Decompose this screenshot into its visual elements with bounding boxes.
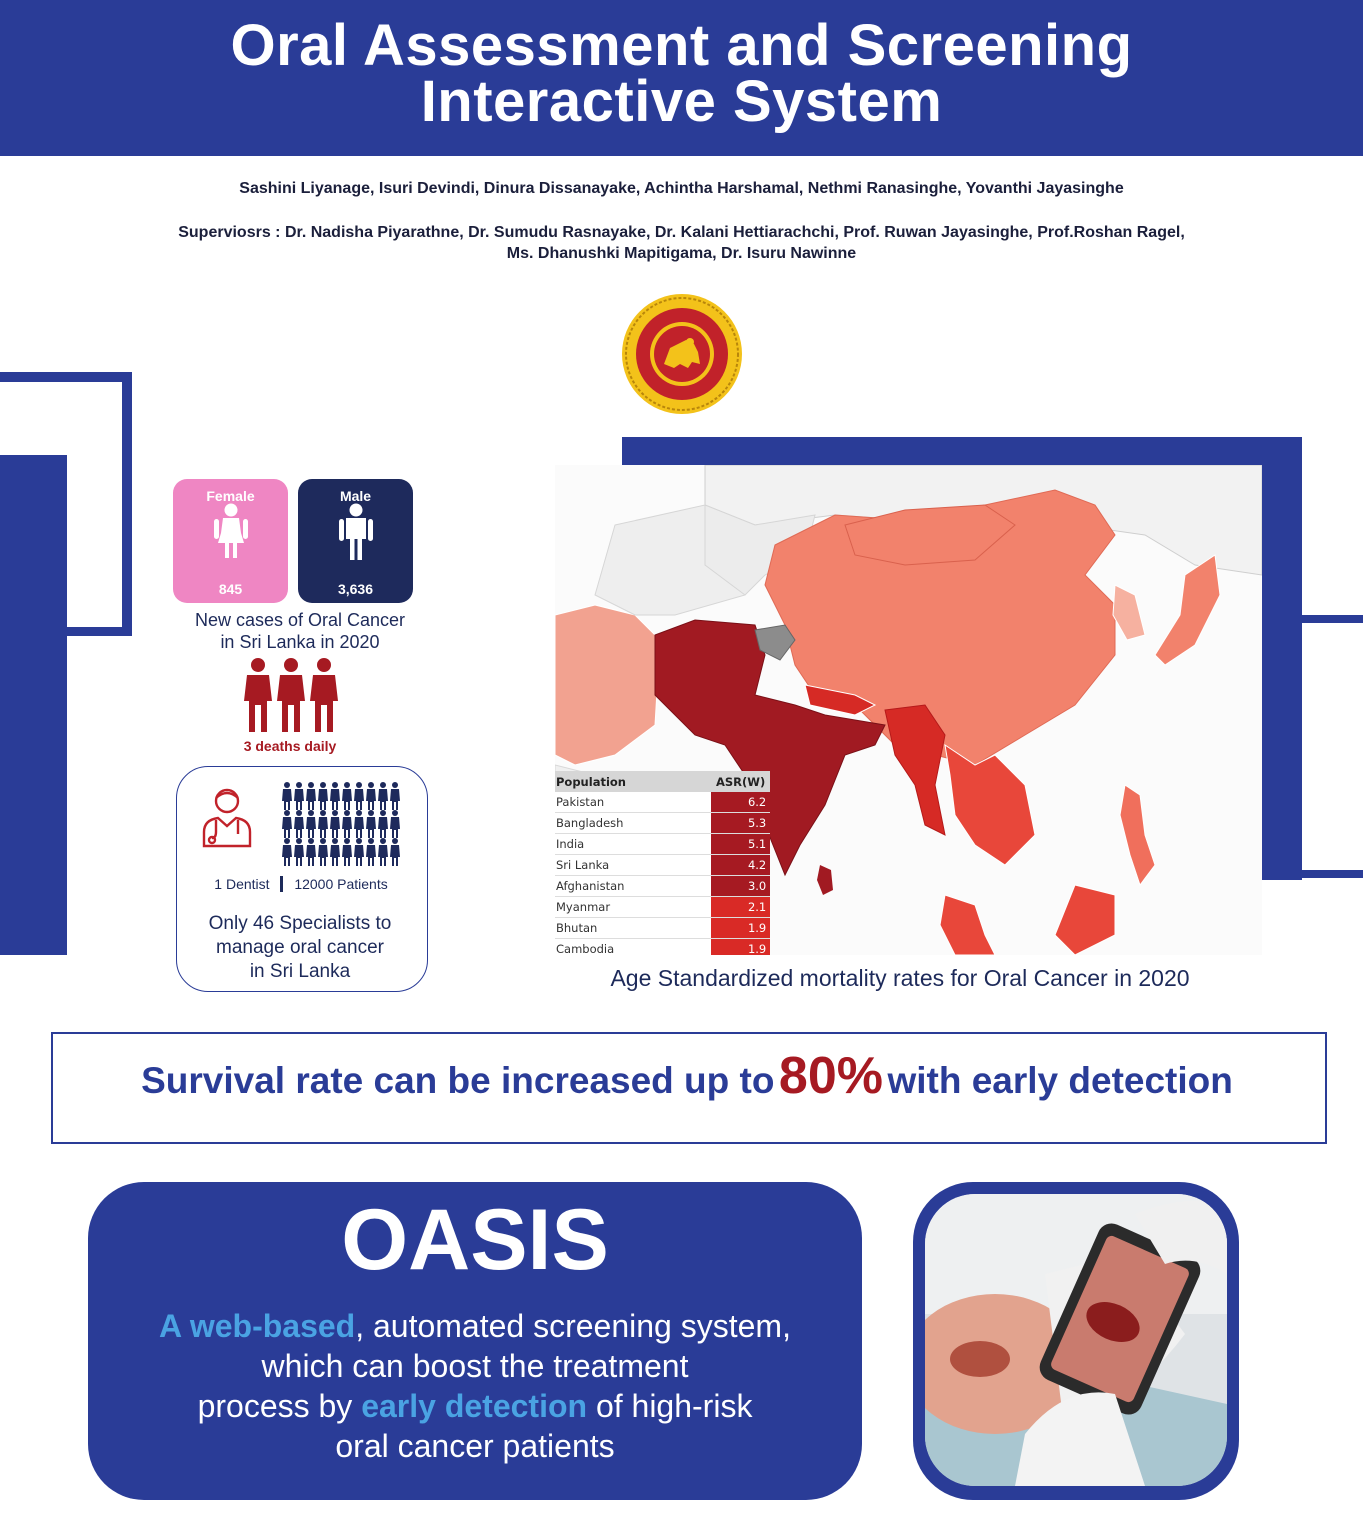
asr-table-row: Cambodia 1.9 (555, 938, 771, 955)
male-label: Male (339, 488, 372, 504)
patient-count: 12000 Patients (294, 876, 388, 892)
asr-table-row: Pakistan 6.2 (555, 792, 771, 813)
female-count: 845 (218, 581, 243, 597)
female-label: Female (206, 488, 255, 504)
asr-table-row: Bhutan 1.9 (555, 917, 771, 939)
oasis-highlight-2: early detection (361, 1388, 588, 1424)
oasis-line-1: A web-based, automated screening system, (100, 1306, 850, 1346)
new-cases-line-1: New cases of Oral Cancer (194, 610, 406, 630)
new-cases-line-2: in Sri Lanka in 2020 (220, 632, 380, 652)
asr-table-row: Afghanistan 3.0 (555, 875, 771, 897)
asr-country: Myanmar (555, 896, 711, 918)
page-title: Oral Assessment and Screening Interactiv… (0, 13, 1363, 134)
patients-crowd-icon (282, 782, 400, 866)
female-stat-card: Female 845 (173, 479, 288, 603)
map-caption: Age Standardized mortality rates for Ora… (610, 965, 1190, 991)
female-icon (214, 503, 248, 558)
asr-table-row: Bangladesh 5.3 (555, 812, 771, 834)
deco-map-frame-right (1262, 437, 1302, 880)
new-cases-caption: New cases of Oral Cancer in Sri Lanka in… (170, 609, 430, 653)
oasis-text-3: process by (197, 1388, 353, 1424)
dentist-count: 1 Dentist (214, 876, 270, 892)
survival-text: Survival rate can be increased up to 80%… (51, 1046, 1323, 1106)
oasis-text-4: of high-risk (595, 1388, 753, 1424)
oasis-line-2: which can boost the treatment (261, 1348, 689, 1384)
asr-value: 3.0 (711, 875, 771, 897)
asr-value: 4.2 (711, 854, 771, 876)
deco-frame-right (122, 372, 132, 636)
deco-right-bottom (1300, 870, 1363, 878)
survival-before: Survival rate can be increased up to (141, 1060, 775, 1101)
asr-value: 1.9 (711, 938, 771, 955)
asr-value: 2.1 (711, 896, 771, 918)
oasis-title: OASIS (341, 1192, 609, 1288)
asr-country: Sri Lanka (555, 854, 711, 876)
asr-value: 5.1 (711, 833, 771, 855)
male-count: 3,636 (337, 581, 374, 597)
deco-frame-top (0, 372, 132, 382)
asr-value: 1.9 (711, 917, 771, 939)
people-group-icon (244, 658, 338, 732)
survival-after: with early detection (887, 1060, 1233, 1101)
asr-country: India (555, 833, 711, 855)
asr-value: 5.3 (711, 812, 771, 834)
asr-table-row: Sri Lanka 4.2 (555, 854, 771, 876)
deco-right-top (1300, 615, 1363, 623)
col-asr: ASR(W) (711, 771, 771, 792)
title-line-1: Oral Assessment and Screening (230, 13, 1133, 78)
ratio-divider (280, 876, 284, 892)
asr-value: 6.2 (711, 792, 771, 813)
supervisors: Superviosrs : Dr. Nadisha Piyarathne, Dr… (100, 222, 1263, 264)
asr-country: Bangladesh (555, 812, 711, 834)
asia-mortality-map: Population ASR(W) Pakistan 6.2 Bangladesh 5… (555, 465, 1262, 955)
asr-country: Bhutan (555, 917, 711, 939)
oasis-highlight-1: A web-based (159, 1308, 356, 1344)
asr-country: Afghanistan (555, 875, 711, 897)
header-banner (0, 0, 1363, 156)
oral-screening-photo (925, 1194, 1227, 1486)
title-line-2: Interactive System (420, 69, 943, 134)
deco-left-bar (0, 455, 67, 955)
oasis-line-3: process by early detection of high-risk (100, 1386, 850, 1426)
specialists-line-2: manage oral cancer (216, 937, 384, 958)
col-population: Population (555, 771, 711, 792)
asr-table: Population ASR(W) Pakistan 6.2 Bangladesh 5… (555, 771, 771, 955)
supervisors-line-2: Ms. Dhanushki Mapitigama, Dr. Isuru Nawi… (506, 245, 857, 262)
asr-table-wrap: Population ASR(W) Pakistan 6.2 Bangladesh 5… (555, 771, 771, 955)
specialists-line-3: in Sri Lanka (249, 961, 351, 982)
asr-table-header: Population ASR(W) (555, 771, 771, 792)
oasis-text-1: , automated screening system, (355, 1308, 791, 1344)
dentist-patient-ratio: 1 Dentist 12000 Patients (190, 876, 412, 892)
asr-table-row: India 5.1 (555, 833, 771, 855)
university-logo (620, 292, 744, 416)
survival-banner (51, 1032, 1327, 1144)
specialists-line-1: Only 46 Specialists to (208, 913, 392, 934)
oasis-card (88, 1182, 862, 1500)
asr-country: Pakistan (555, 792, 711, 813)
male-stat-card: Male 3,636 (298, 479, 413, 603)
asr-table-row: Myanmar 2.1 (555, 896, 771, 918)
doctor-icon (202, 788, 252, 848)
deco-map-frame-top (622, 437, 1302, 467)
asr-country: Cambodia (555, 938, 711, 955)
male-icon (339, 503, 373, 560)
authors: Sashini Liyanage, Isuri Devindi, Dinura … (239, 180, 1124, 197)
specialists-text: Only 46 Specialists to manage oral cance… (180, 912, 420, 984)
supervisors-line-1: Superviosrs : Dr. Nadisha Piyarathne, Dr… (178, 224, 1185, 241)
oasis-line-5: oral cancer patients (335, 1428, 615, 1464)
oasis-description: A web-based, automated screening system,… (100, 1306, 850, 1466)
deaths-daily: 3 deaths daily (243, 738, 337, 754)
survival-highlight: 80% (778, 1047, 883, 1105)
